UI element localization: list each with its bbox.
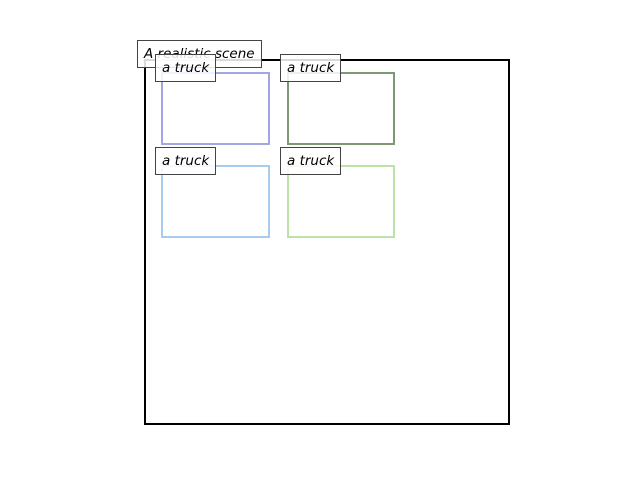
truck-bounding-box-4 [287, 165, 395, 238]
truck-bounding-box-2 [287, 72, 395, 145]
truck-bounding-box-1 [161, 72, 270, 145]
truck-label-4: a truck [280, 147, 342, 175]
truck-label-3: a truck [155, 147, 217, 175]
scene-frame [144, 59, 510, 425]
truck-label-1: a truck [155, 54, 217, 82]
truck-label-2: a truck [280, 54, 342, 82]
truck-bounding-box-3 [161, 165, 270, 238]
